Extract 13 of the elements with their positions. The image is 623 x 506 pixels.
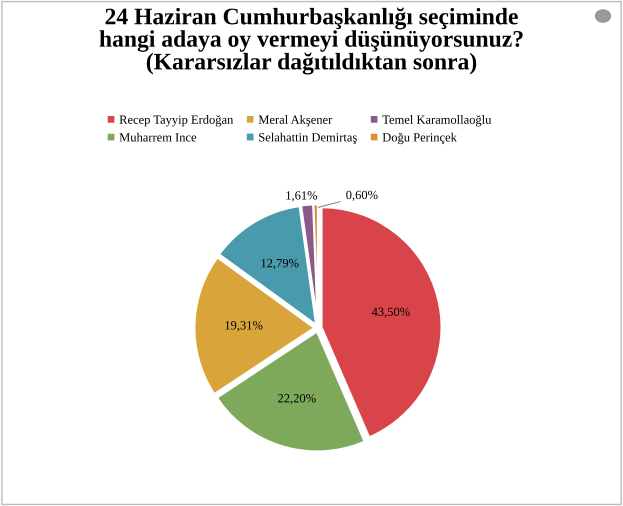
- data-label: 1,61%: [286, 191, 318, 202]
- data-label: 22,20%: [278, 394, 316, 404]
- legend-label: Recep Tayyip Erdoğan: [120, 115, 234, 126]
- data-label: 0,60%: [346, 190, 378, 201]
- data-label: 12,79%: [262, 258, 299, 270]
- data-label: 43,50%: [372, 308, 410, 318]
- legend-label: Temel Karamollaoğlu: [382, 115, 492, 126]
- legend-label: Meral Akşener: [258, 115, 332, 126]
- legend-label: Muharrem Ince: [120, 132, 196, 142]
- legend-label: Doğu Perinçek: [382, 132, 457, 144]
- data-label: 19,31%: [225, 321, 262, 332]
- legend-label: Selahattin Demirtaş: [259, 132, 357, 144]
- chart-title: 24 Haziran Cumhurbaşkanlığı seçiminde hangi adaya oy vermeyi düşünüyorsunuz? (Kararsızlar dağıtıldıktan sonra): [100, 8, 523, 75]
